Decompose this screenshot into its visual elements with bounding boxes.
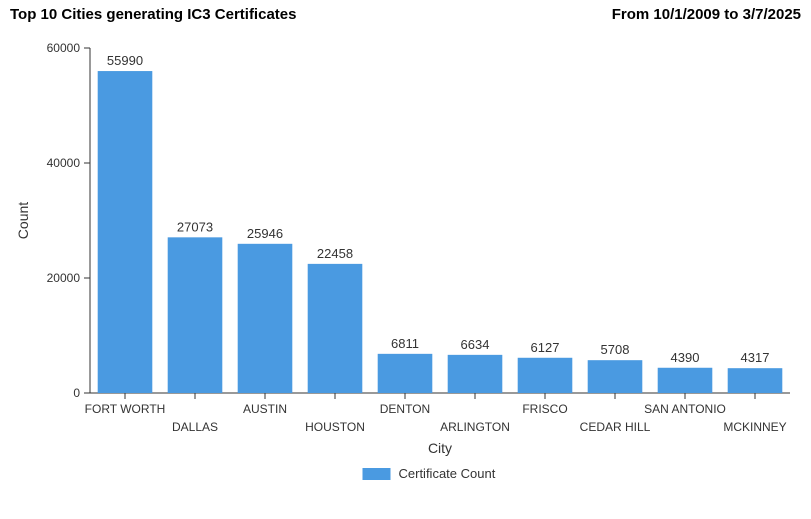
bar — [658, 368, 713, 393]
bar-value-label: 6634 — [461, 337, 490, 352]
chart-header: Top 10 Cities generating IC3 Certificate… — [0, 0, 811, 23]
bar — [168, 237, 223, 393]
legend-swatch — [363, 468, 391, 480]
x-tick-label: ARLINGTON — [440, 420, 510, 434]
bar-chart: 0 20000 40000 60000 55990 FORT WORTH 27073 DALL… — [0, 23, 811, 513]
title-left: Top 10 Cities generating IC3 Certificate… — [10, 6, 296, 23]
bar — [588, 360, 643, 393]
y-tick-label: 60000 — [47, 41, 81, 55]
bar — [378, 354, 433, 393]
chart-container: 0 20000 40000 60000 55990 FORT WORTH 27073 DALL… — [0, 23, 811, 503]
bar-value-label: 55990 — [107, 53, 143, 68]
x-tick-label: DALLAS — [172, 420, 218, 434]
x-tick-label: MCKINNEY — [723, 420, 786, 434]
x-tick-label: SAN ANTONIO — [644, 402, 726, 416]
bar-value-label: 5708 — [601, 342, 630, 357]
bar-value-label: 4390 — [671, 350, 700, 365]
bar-value-label: 6811 — [391, 336, 419, 351]
bar — [308, 264, 363, 393]
x-tick-label: HOUSTON — [305, 420, 365, 434]
bar — [518, 358, 573, 393]
y-tick-label: 40000 — [47, 156, 81, 170]
x-tick-label: AUSTIN — [243, 402, 287, 416]
bar — [238, 244, 293, 393]
bar-value-label: 4317 — [741, 350, 770, 365]
bar — [728, 368, 783, 393]
x-tick-label: CEDAR HILL — [580, 420, 651, 434]
y-axis-title: Count — [15, 202, 31, 239]
legend-label: Certificate Count — [399, 466, 496, 481]
bar-value-label: 22458 — [317, 246, 353, 261]
x-tick-label: FORT WORTH — [85, 402, 166, 416]
y-tick-label: 20000 — [47, 271, 81, 285]
bar-value-label: 27073 — [177, 219, 213, 234]
bar — [448, 355, 503, 393]
bar — [98, 71, 153, 393]
x-axis-title: City — [428, 440, 452, 456]
x-tick-label: FRISCO — [522, 402, 567, 416]
bar-value-label: 25946 — [247, 226, 283, 241]
bar-value-label: 6127 — [531, 340, 560, 355]
x-tick-label: DENTON — [380, 402, 430, 416]
y-tick-label: 0 — [73, 386, 80, 400]
title-right: From 10/1/2009 to 3/7/2025 — [612, 6, 801, 23]
